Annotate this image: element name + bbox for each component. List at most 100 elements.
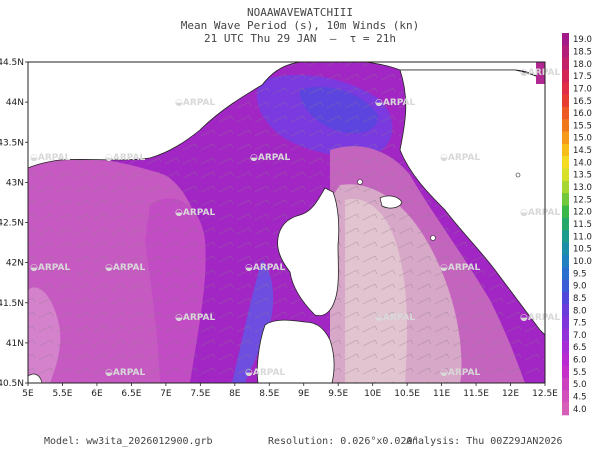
lon-tick-label: 5.5E bbox=[52, 389, 72, 399]
lat-tick-label: 43.5N bbox=[0, 138, 24, 148]
land-elba bbox=[379, 195, 403, 209]
lon-tick-label: 6E bbox=[91, 389, 103, 399]
colorbar-swatch bbox=[562, 316, 569, 330]
watermark-logo: ◒ARPAL bbox=[175, 98, 215, 108]
colorbar-swatch bbox=[562, 365, 569, 379]
lon-tick-label: 7.5E bbox=[190, 389, 210, 399]
colorbar-label: 7.0 bbox=[573, 331, 587, 341]
lon-tick-label: 7E bbox=[160, 389, 172, 399]
colorbar-swatch bbox=[562, 328, 569, 342]
watermark-logo: ◒ARPAL bbox=[520, 68, 560, 78]
colorbar-label: 6.5 bbox=[573, 343, 587, 353]
colorbar: 19.0 18.5 18.0 17.5 17.0 16.5 16.0 15.5 15.0 14.5… bbox=[562, 33, 592, 416]
colorbar-label: 5.5 bbox=[573, 368, 587, 378]
watermark-logo: ◒ARPAL bbox=[30, 153, 70, 163]
colorbar-swatch bbox=[562, 341, 569, 354]
watermark-layer: ◒ARPAL ◒ARPAL ◒ARPAL ◒ARPAL ◒ARPAL ◒ARPAL ◒ARP… bbox=[30, 68, 560, 378]
colorbar-swatch bbox=[562, 291, 569, 305]
lon-tick-label: 11.5E bbox=[463, 389, 489, 399]
land-giglio bbox=[430, 235, 436, 241]
colorbar-label: 16.5 bbox=[573, 97, 592, 107]
colorbar-label: 7.5 bbox=[573, 319, 587, 329]
colorbar-swatch bbox=[562, 94, 569, 108]
colorbar-label: 18.5 bbox=[573, 47, 592, 57]
lat-tick-label: 44.5N bbox=[0, 58, 24, 68]
lon-tick-label: 12E bbox=[502, 389, 519, 399]
watermark-logo: ◒ARPAL bbox=[440, 153, 480, 163]
lon-tick-label: 9E bbox=[298, 389, 310, 399]
lon-tick-label: 10.5E bbox=[394, 389, 420, 399]
colorbar-label: 15.5 bbox=[573, 121, 592, 131]
watermark-logo: ◒ARPAL bbox=[440, 263, 480, 273]
land-menorca bbox=[28, 373, 43, 383]
colorbar-swatch bbox=[562, 378, 569, 391]
watermark-logo: ◒ARPAL bbox=[175, 208, 215, 218]
watermark-logo: ◒ARPAL bbox=[30, 263, 70, 273]
watermark-logo: ◒ARPAL bbox=[245, 263, 285, 273]
lon-tick-label: 11E bbox=[433, 389, 450, 399]
watermark-logo: ◒ARPAL bbox=[245, 368, 285, 378]
lon-tick-label: 8E bbox=[229, 389, 241, 399]
lat-tick-label: 42.5N bbox=[0, 219, 24, 229]
colorbar-label: 14.0 bbox=[573, 158, 592, 168]
colorbar-swatch bbox=[562, 33, 569, 46]
colorbar-swatch bbox=[562, 106, 569, 120]
colorbar-swatch bbox=[562, 353, 569, 367]
model-title: NOAAWAVEWATCHIII bbox=[247, 6, 353, 19]
lat-tick-label: 41.5N bbox=[0, 299, 24, 309]
colorbar-label: 13.0 bbox=[573, 183, 592, 193]
watermark-logo: ◒ARPAL bbox=[520, 208, 560, 218]
colorbar-label: 12.0 bbox=[573, 208, 592, 218]
colorbar-label: 10.0 bbox=[573, 257, 592, 267]
colorbar-swatch bbox=[562, 279, 569, 293]
colorbar-label: 4.5 bbox=[573, 393, 587, 403]
colorbar-label: 13.5 bbox=[573, 171, 592, 181]
lon-tick-label: 8.5E bbox=[259, 389, 279, 399]
watermark-logo: ◒ARPAL bbox=[375, 313, 415, 323]
colorbar-swatch bbox=[562, 217, 569, 231]
watermark-logo: ◒ARPAL bbox=[440, 368, 480, 378]
colorbar-swatch bbox=[562, 168, 569, 182]
watermark-logo: ◒ARPAL bbox=[175, 313, 215, 323]
colorbar-label: 17.0 bbox=[573, 84, 592, 94]
title-block: NOAAWAVEWATCHIII Mean Wave Period (s), 1… bbox=[0, 6, 600, 45]
lat-tick-label: 40.5N bbox=[0, 379, 24, 389]
colorbar-label: 4.0 bbox=[573, 405, 587, 415]
colorbar-swatch bbox=[562, 267, 569, 280]
colorbar-swatch bbox=[562, 69, 569, 83]
lon-tick-label: 9.5E bbox=[328, 389, 348, 399]
colorbar-swatch bbox=[562, 390, 569, 403]
watermark-logo: ◒ARPAL bbox=[375, 98, 415, 108]
colorbar-swatch bbox=[562, 254, 569, 268]
colorbar-label: 12.5 bbox=[573, 195, 592, 205]
watermark-logo: ◒ARPAL bbox=[250, 153, 290, 163]
footer-analysis: Analysis: Thu 00Z29JAN2026 bbox=[406, 436, 563, 447]
colorbar-swatch bbox=[562, 156, 569, 169]
watermark-logo: ◒ARPAL bbox=[105, 153, 145, 163]
watermark-logo: ◒ARPAL bbox=[105, 263, 145, 273]
colorbar-swatch bbox=[562, 304, 569, 317]
lon-tick-label: 6.5E bbox=[121, 389, 141, 399]
colorbar-label: 10.5 bbox=[573, 245, 592, 255]
lon-tick-label: 12.5E bbox=[532, 389, 558, 399]
watermark-logo: ◒ARPAL bbox=[105, 368, 145, 378]
colorbar-swatch bbox=[562, 230, 569, 243]
lat-tick-label: 41N bbox=[6, 339, 24, 349]
colorbar-label: 9.0 bbox=[573, 282, 587, 292]
colorbar-label: 17.5 bbox=[573, 72, 592, 82]
colorbar-label: 16.0 bbox=[573, 109, 592, 119]
colorbar-label: 14.5 bbox=[573, 146, 592, 156]
colorbar-swatch bbox=[562, 180, 569, 194]
colorbar-label: 8.5 bbox=[573, 294, 587, 304]
colorbar-label: 5.0 bbox=[573, 380, 587, 390]
lat-tick-label: 42N bbox=[6, 259, 24, 269]
colorbar-label: 9.5 bbox=[573, 269, 587, 279]
footer-resolution: Resolution: 0.026°x0.020° bbox=[268, 436, 419, 447]
colorbar-swatch bbox=[562, 205, 569, 219]
land-corsica bbox=[277, 187, 340, 317]
colorbar-label: 6.0 bbox=[573, 356, 587, 366]
watermark-logo: ◒ARPAL bbox=[520, 313, 560, 323]
valid-time: 21 UTC Thu 29 JAN – τ = 21h bbox=[203, 32, 397, 45]
colorbar-label: 11.0 bbox=[573, 232, 592, 242]
